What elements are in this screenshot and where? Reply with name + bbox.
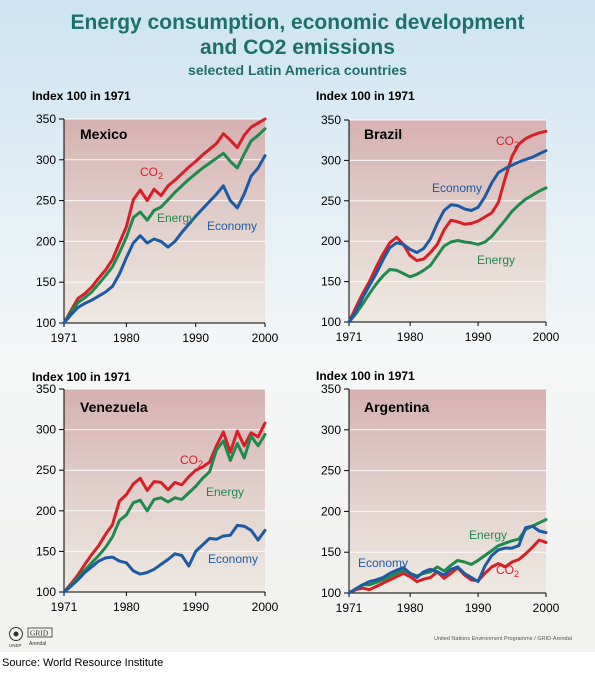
mexico-economy-line	[62, 154, 267, 325]
venezuela-economy-line	[62, 523, 267, 594]
mexico-ytick-label-200: 200	[36, 234, 56, 248]
mexico-plot-area	[64, 119, 265, 323]
argentina-ytick-label-300: 300	[321, 423, 341, 437]
venezuela-economy-label: Economy	[208, 552, 258, 566]
mexico-co2-label: CO2	[140, 165, 163, 181]
venezuela-ylabel: Index 100 in 1971	[32, 370, 131, 384]
brazil-ytick-label-350: 350	[321, 113, 341, 127]
argentina-xtick-label-1971: 1971	[336, 601, 363, 615]
mexico-xtick-label-1980: 1980	[113, 331, 140, 345]
venezuela-ytick-label-100: 100	[36, 585, 56, 599]
argentina-economy-line	[347, 524, 548, 595]
brazil-ytick-label-100: 100	[321, 315, 341, 329]
venezuela-xtick-label-1990: 1990	[182, 600, 209, 614]
argentina-economy-label: Economy	[358, 556, 408, 570]
mexico-energy-line	[62, 127, 267, 325]
brazil-xtick-label-1971: 1971	[336, 330, 363, 344]
mexico-xtick-label-1971: 1971	[51, 331, 78, 345]
argentina-ytick-label-100: 100	[321, 586, 341, 600]
brazil-ytick-label-150: 150	[321, 275, 341, 289]
venezuela-country-name: Venezuela	[80, 399, 148, 415]
venezuela-co2-label: CO2	[180, 453, 203, 469]
brazil-xtick-label-1980: 1980	[397, 330, 424, 344]
mexico-ytick-label-250: 250	[36, 194, 56, 208]
venezuela-co2-line	[62, 421, 267, 594]
mexico-ytick-label-150: 150	[36, 275, 56, 289]
argentina-energy-label: Energy	[469, 528, 507, 542]
brazil-ylabel: Index 100 in 1971	[316, 89, 415, 103]
charts-svg: 100 150 200 250 300 350 1971 1980 1990 2000 Index …	[32, 89, 560, 615]
mexico-country-name: Mexico	[80, 126, 127, 142]
venezuela-xtick-label-1980: 1980	[113, 600, 140, 614]
unep-grid-logo: UNEP GRID Arendal	[9, 627, 53, 648]
page-title: Energy consumption, economic development…	[0, 10, 595, 60]
brazil-xtick-label-2000: 2000	[533, 330, 560, 344]
page-subtitle: selected Latin America countries	[188, 62, 407, 78]
credit-text: United Nations Environment Programme / G…	[434, 636, 572, 642]
logo-unep-text: UNEP	[9, 643, 22, 648]
logo-arendal-text: Arendal	[29, 641, 46, 647]
mexico-ytick-label-300: 300	[36, 153, 56, 167]
venezuela-ytick-label-350: 350	[36, 382, 56, 396]
brazil-ytick-label-300: 300	[321, 153, 341, 167]
brazil-ytick-label-200: 200	[321, 234, 341, 248]
venezuela-ytick-label-250: 250	[36, 463, 56, 477]
mexico-xtick-label-1990: 1990	[182, 331, 209, 345]
mexico-co2-line	[62, 117, 267, 325]
brazil-energy-label: Energy	[477, 253, 515, 267]
venezuela-xtick-label-2000: 2000	[252, 600, 279, 614]
source-note: Source: World Resource Institute	[2, 657, 164, 669]
brazil-economy-line	[347, 149, 548, 324]
venezuela-energy-label: Energy	[206, 485, 244, 499]
argentina-ylabel: Index 100 in 1971	[316, 369, 415, 383]
argentina-plot-area	[349, 389, 546, 593]
mexico-ytick-label-100: 100	[36, 316, 56, 330]
logo-grid-text: GRID	[30, 629, 49, 638]
title-line-1: Energy consumption, economic development	[70, 11, 525, 34]
argentina-co2-label: CO2	[496, 563, 519, 579]
argentina-energy-line	[347, 518, 548, 595]
mexico-economy-label: Economy	[207, 219, 257, 233]
title-line-2: and CO2 emissions	[200, 36, 395, 59]
brazil-co2-label: CO2	[496, 134, 519, 150]
brazil-xtick-label-1990: 1990	[465, 330, 492, 344]
brazil-economy-label: Economy	[432, 181, 482, 195]
argentina-country-name: Argentina	[364, 399, 430, 415]
argentina-xtick-label-1990: 1990	[465, 601, 492, 615]
mexico-ytick-label-350: 350	[36, 112, 56, 126]
venezuela-ytick-label-200: 200	[36, 504, 56, 518]
brazil-country-name: Brazil	[364, 126, 402, 142]
brazil-co2-line	[347, 129, 548, 324]
argentina-ytick-label-350: 350	[321, 382, 341, 396]
venezuela-energy-line	[62, 433, 267, 594]
argentina-co2-line	[347, 538, 548, 595]
mexico-ylabel: Index 100 in 1971	[32, 89, 131, 103]
venezuela-ytick-label-150: 150	[36, 544, 56, 558]
argentina-ytick-label-250: 250	[321, 464, 341, 478]
argentina-xtick-label-2000: 2000	[533, 601, 560, 615]
argentina-ytick-label-150: 150	[321, 545, 341, 559]
brazil-ytick-label-250: 250	[321, 194, 341, 208]
argentina-ytick-label-200: 200	[321, 504, 341, 518]
venezuela-xtick-label-1971: 1971	[51, 600, 78, 614]
mexico-energy-label: Energy	[157, 211, 195, 225]
brazil-energy-line	[347, 186, 548, 324]
argentina-xtick-label-1980: 1980	[397, 601, 424, 615]
mexico-xtick-label-2000: 2000	[252, 331, 279, 345]
venezuela-ytick-label-300: 300	[36, 423, 56, 437]
